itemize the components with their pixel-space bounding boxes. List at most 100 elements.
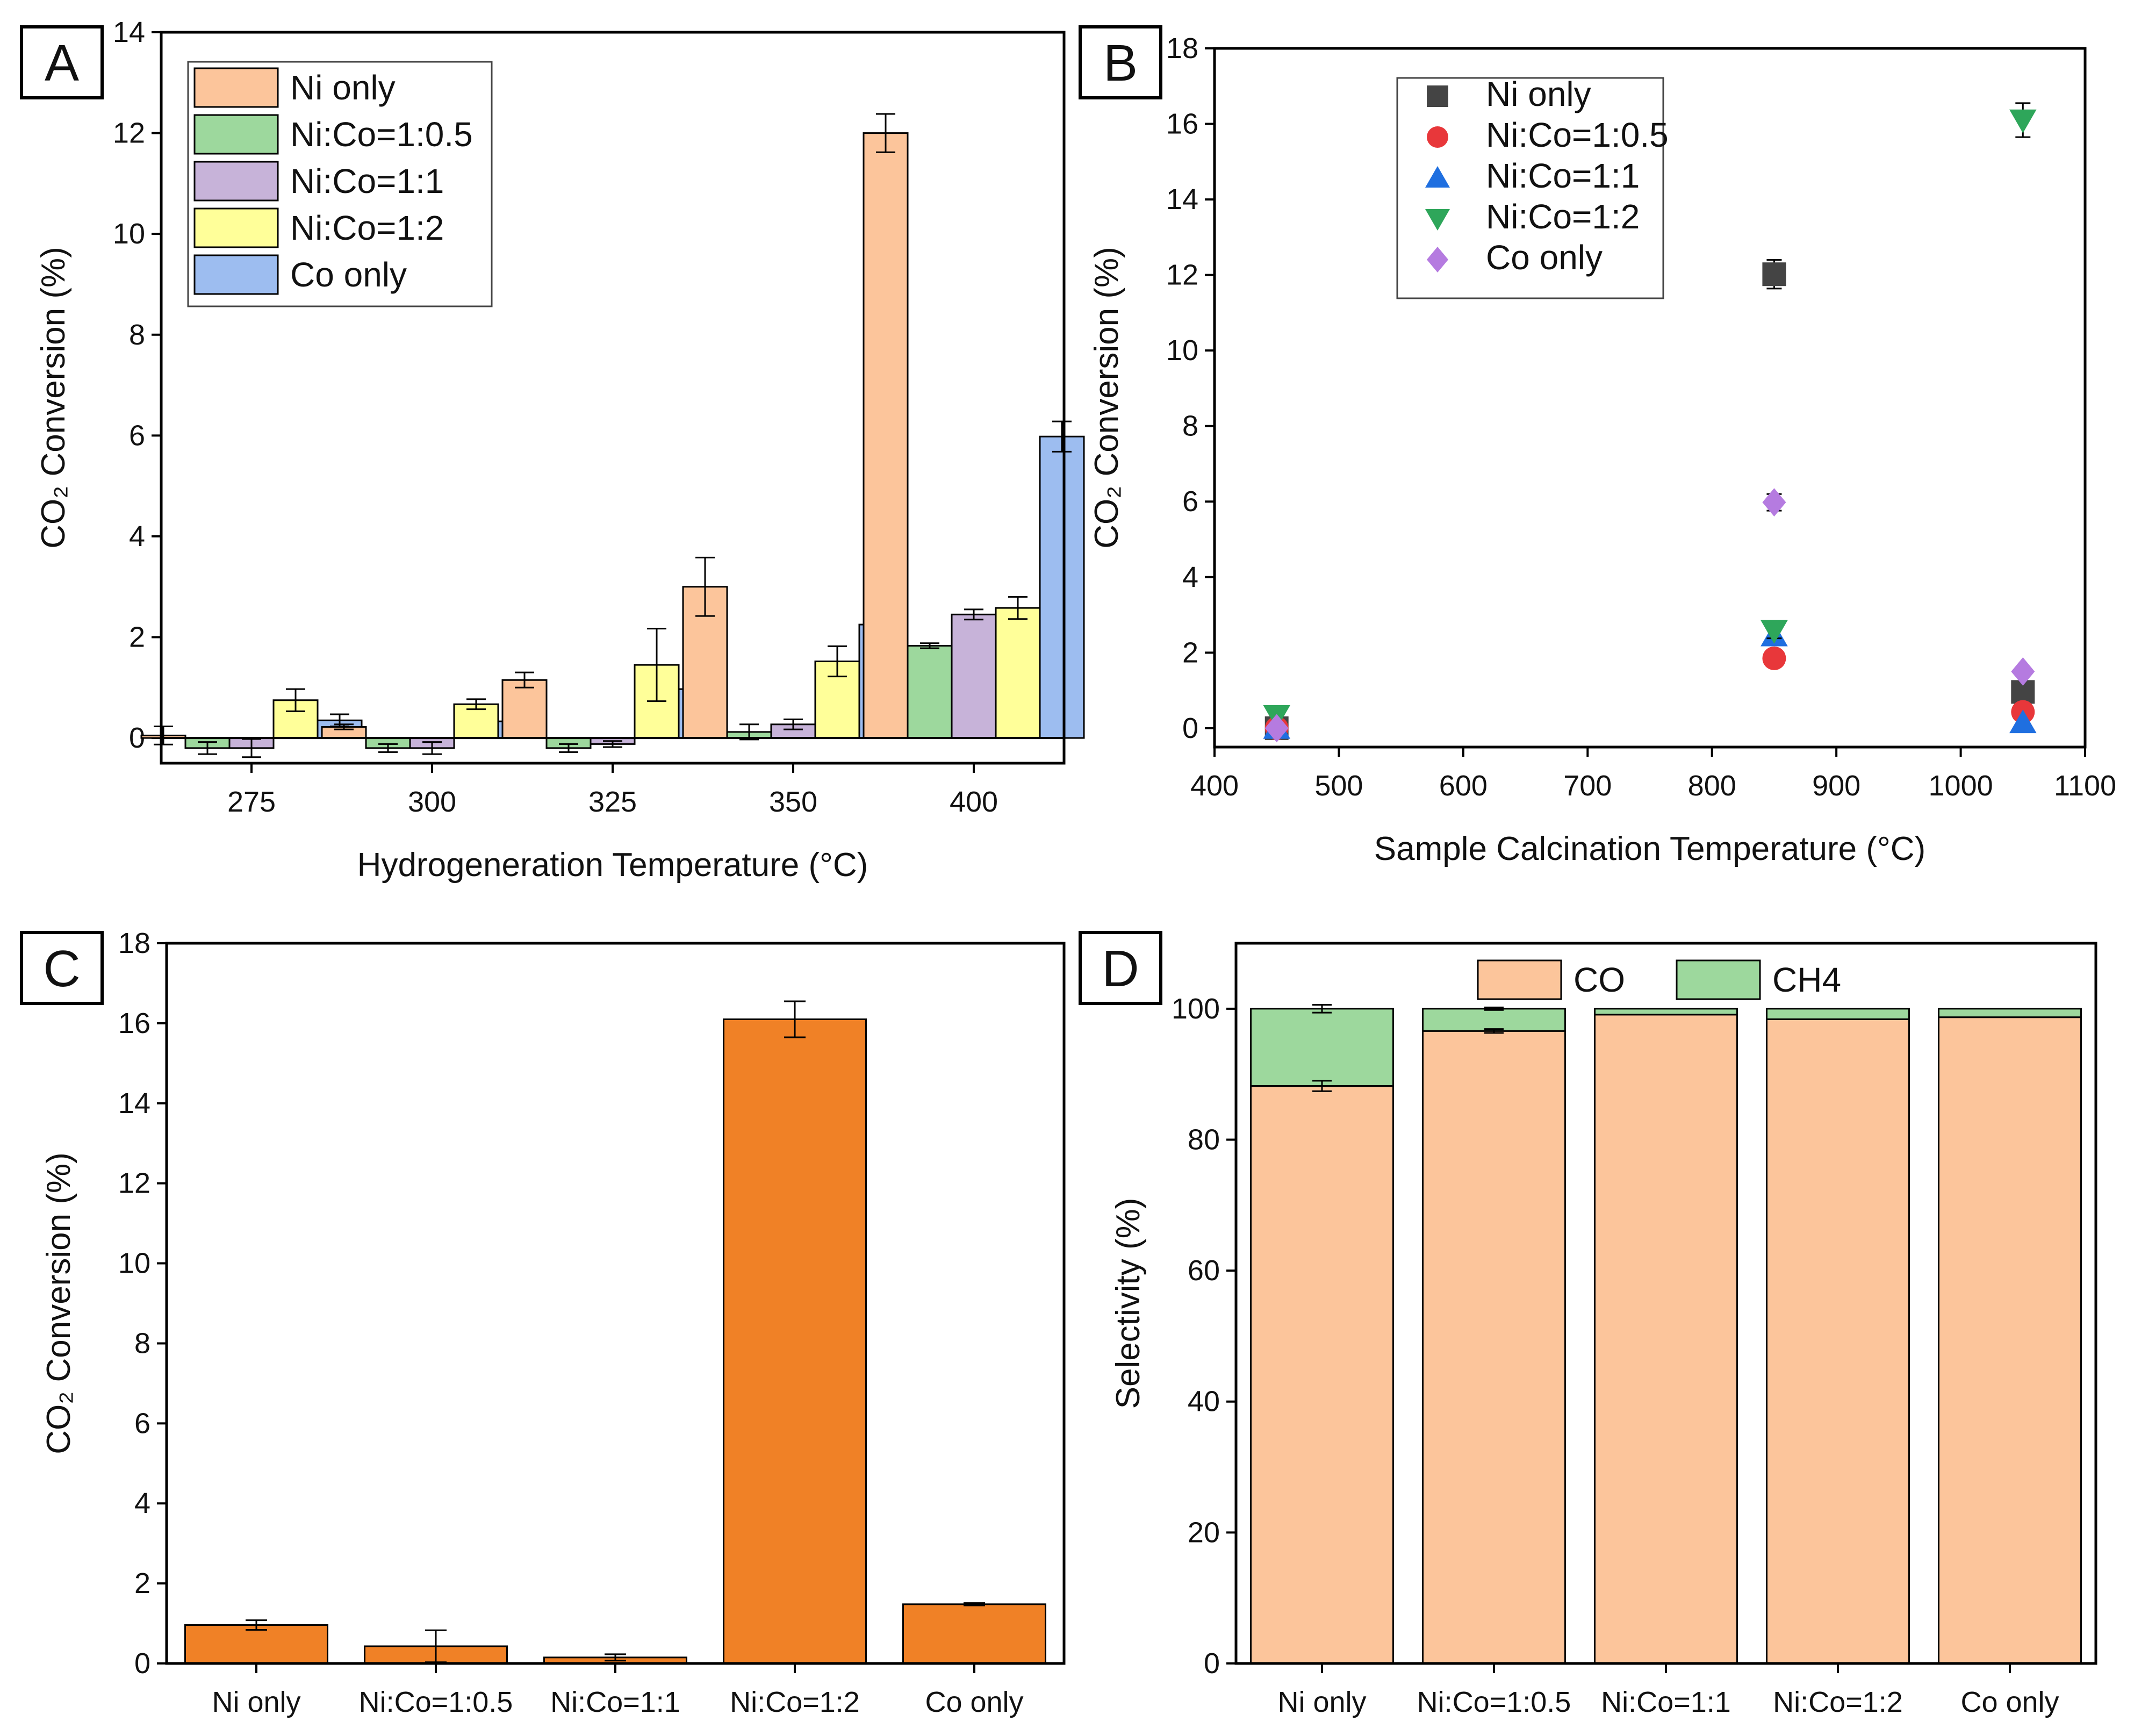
panel-letter: D	[1102, 940, 1139, 998]
y-tick-label: 6	[129, 419, 145, 451]
x-tick-label: Ni:Co=1:1	[550, 1686, 680, 1718]
bar-segment	[1594, 1008, 1738, 1016]
y-tick-label: 8	[134, 1327, 150, 1359]
x-tick-label: 325	[588, 786, 637, 818]
legend-swatch	[1676, 959, 1761, 1000]
data-point	[1761, 620, 1788, 644]
legend-swatch	[193, 114, 279, 155]
y-tick-label: 14	[1166, 183, 1198, 216]
x-tick-label: 600	[1439, 770, 1488, 802]
bar-segment	[1938, 1016, 2082, 1665]
plot-frame	[1213, 47, 2087, 749]
x-axis-title: Hydrogeneration Temperature (°C)	[357, 847, 868, 884]
bar	[723, 1018, 867, 1665]
legend-label: Ni:Co=1:2	[290, 209, 444, 247]
y-tick-label: 6	[1182, 485, 1198, 518]
x-tick-label: 300	[408, 786, 456, 818]
y-tick-label: 60	[1188, 1254, 1220, 1287]
y-tick-label: 12	[113, 117, 145, 149]
x-tick-label: 1000	[1929, 770, 1993, 802]
y-tick-label: 12	[118, 1167, 150, 1200]
data-point	[2011, 657, 2035, 686]
x-tick-label: 900	[1812, 770, 1860, 802]
x-tick-label: 350	[769, 786, 817, 818]
plot-frame	[160, 31, 1066, 765]
bar-segment	[1422, 1008, 1566, 1032]
y-axis-title: CO₂ Conversion (%)	[1088, 247, 1125, 549]
y-tick-label: 14	[118, 1087, 150, 1120]
x-tick-label: 400	[1190, 770, 1239, 802]
y-tick-label: 8	[1182, 410, 1198, 442]
y-tick-label: 6	[134, 1407, 150, 1439]
bar	[1039, 435, 1085, 739]
legend-label: Ni:Co=1:0.5	[290, 115, 473, 154]
y-tick-label: 80	[1188, 1123, 1220, 1156]
y-axis-title: CO₂ Conversion (%)	[40, 1152, 77, 1454]
y-axis-title: CO₂ Conversion (%)	[35, 247, 72, 549]
y-tick-label: 18	[118, 927, 150, 959]
y-tick-label: 4	[129, 520, 145, 553]
bar-segment	[1250, 1085, 1394, 1665]
panel-letter-box	[1079, 25, 1162, 99]
x-tick-label: 700	[1563, 770, 1612, 802]
data-point	[1264, 714, 1289, 743]
panel-b: B 0 2 4 6 8 10 12 14 16 18 CO₂ Conversion (%) 400 500…	[1079, 25, 2116, 867]
legend-marker	[1427, 126, 1448, 148]
x-tick-label: 500	[1314, 770, 1363, 802]
panel-letter: A	[45, 34, 79, 92]
panel-d: D 0 20 40 60 80 100 Selectivity (%) Ni only Ni:Co…	[1079, 931, 2097, 1718]
y-tick-label: 4	[1182, 561, 1198, 593]
y-tick-label: 100	[1172, 993, 1220, 1025]
bar	[863, 132, 909, 739]
bar-segment	[1766, 1008, 1910, 1020]
y-axis-title: Selectivity (%)	[1110, 1198, 1147, 1409]
x-axis-title: Sample Calcination Temperature (°C)	[1374, 830, 1925, 867]
x-tick-label: 1100	[2054, 770, 2116, 802]
y-tick-label: 4	[134, 1487, 150, 1519]
plot-frame	[1234, 942, 2097, 1665]
x-tick-label: Ni:Co=1:1	[1601, 1686, 1731, 1718]
legend-swatch	[193, 254, 279, 295]
y-tick-label: 40	[1188, 1386, 1220, 1418]
y-tick-label: 16	[118, 1007, 150, 1039]
y-tick-label: 0	[1204, 1647, 1220, 1680]
y-tick-label: 10	[1166, 334, 1198, 367]
x-tick-label: Ni:Co=1:0.5	[1417, 1686, 1571, 1718]
y-tick-label: 10	[113, 218, 145, 250]
legend-marker	[1427, 85, 1448, 107]
y-tick-label: 18	[1166, 32, 1198, 64]
legend: CO CH4	[1477, 959, 1841, 1000]
legend-label: Ni:Co=1:1	[1486, 156, 1640, 195]
bar	[184, 1624, 328, 1665]
legend-label: Ni:Co=1:2	[1486, 197, 1640, 236]
legend-marker	[1425, 166, 1450, 188]
panel-letter: C	[43, 940, 80, 998]
y-tick-label: 0	[134, 1647, 150, 1680]
legend-swatch	[193, 67, 279, 108]
bar-segment	[1594, 1014, 1738, 1665]
legend: Ni only Ni:Co=1:0.5 Ni:Co=1:1 Ni:Co=1:2 Co o…	[187, 61, 493, 307]
legend-marker	[1425, 209, 1450, 231]
y-tick-label: 2	[1182, 636, 1198, 669]
data-point	[1762, 646, 1786, 670]
x-tick-label: 400	[950, 786, 998, 818]
legend-label: Ni:Co=1:1	[290, 162, 444, 200]
y-tick-label: 0	[1182, 712, 1198, 744]
bar-segment	[1938, 1008, 2082, 1018]
x-tick-label: 800	[1688, 770, 1736, 802]
data-point	[1762, 488, 1786, 517]
data-point	[2009, 109, 2037, 133]
x-tick-label: Co only	[1960, 1686, 2059, 1718]
bar	[902, 1603, 1046, 1665]
bar	[501, 679, 548, 739]
bar	[995, 607, 1041, 739]
y-tick-label: 14	[113, 16, 145, 48]
x-tick-label: Ni:Co=1:2	[1773, 1686, 1903, 1718]
y-tick-label: 8	[129, 319, 145, 351]
data-point	[1762, 262, 1786, 286]
x-tick-label: Ni only	[212, 1686, 300, 1718]
legend-label: CH4	[1772, 960, 1841, 999]
y-tick-label: 16	[1166, 108, 1198, 140]
y-tick-label: 10	[118, 1247, 150, 1280]
legend-swatch	[193, 207, 279, 248]
